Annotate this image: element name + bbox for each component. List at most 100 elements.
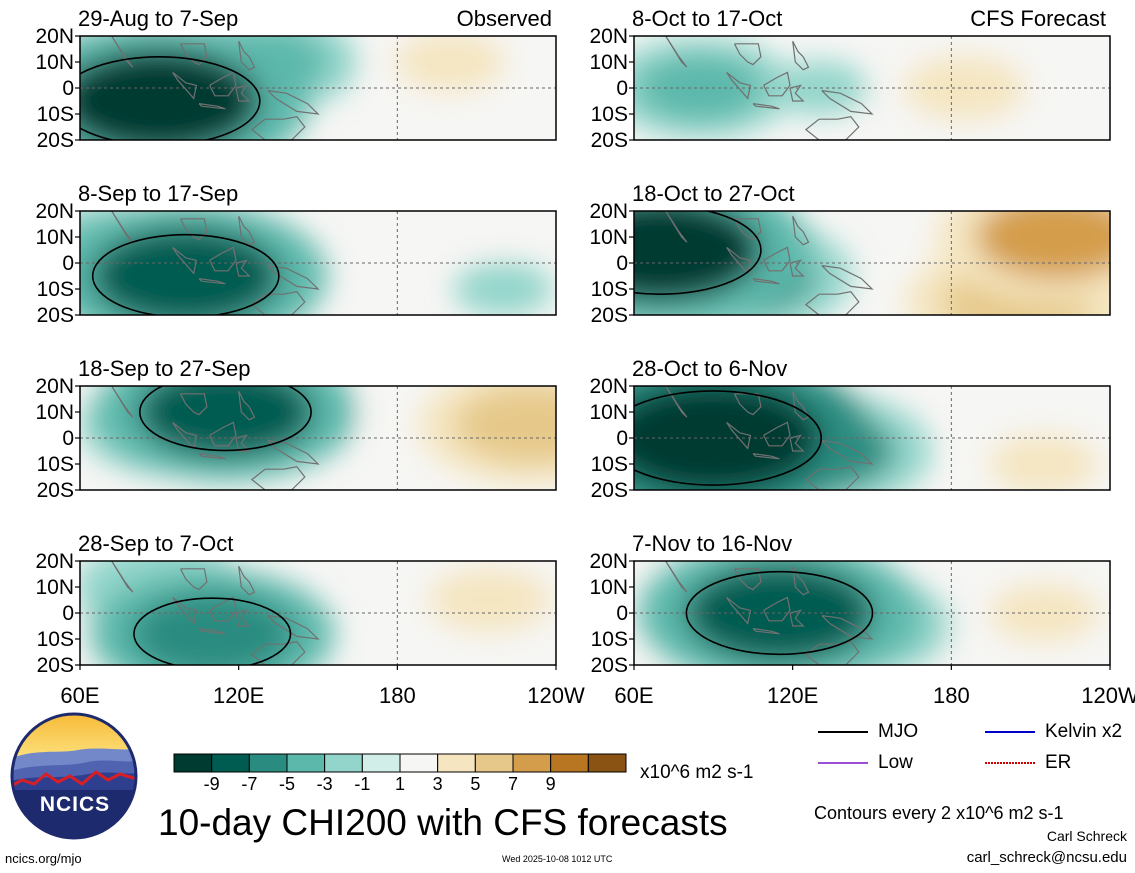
coastline	[267, 615, 320, 640]
y-tick-label: 20N	[35, 375, 74, 398]
panel-tag-obs-1: Observed	[456, 6, 552, 31]
anomaly-core	[426, 211, 527, 252]
coastline	[804, 115, 860, 140]
panel-title-obs-3: 18-Sep to 27-Sep	[78, 356, 251, 381]
site-url: ncics.org/mjo	[5, 851, 82, 866]
coastline	[665, 36, 688, 68]
panel-title-fcst-4: 7-Nov to 16-Nov	[632, 531, 793, 556]
anomaly-core	[975, 211, 1110, 280]
coastline	[238, 215, 256, 246]
y-tick-label: 20S	[590, 479, 628, 502]
coastline	[235, 259, 251, 277]
panel-fcst-2	[629, 210, 1111, 316]
x-tick-label: 120E	[766, 683, 819, 708]
legend-label-low: Low	[878, 752, 913, 773]
panel-title-obs-2: 8-Sep to 17-Sep	[78, 181, 239, 206]
colorbar-tick-label: -3	[316, 774, 333, 794]
colorbar-swatch	[587, 753, 627, 773]
y-tick-label: 20S	[36, 129, 74, 152]
y-tick-label: 10N	[35, 51, 74, 74]
coastline	[179, 393, 208, 416]
colorbar-swatch	[286, 753, 326, 773]
coastline	[198, 628, 226, 635]
contour-interval-note: Contours every 2 x10^6 m2 s-1	[814, 803, 1064, 823]
y-tick-label: 20N	[35, 25, 74, 48]
coastline	[789, 434, 805, 452]
coastline	[752, 278, 780, 285]
coastline	[179, 218, 208, 241]
coastline	[789, 259, 805, 277]
coastline	[172, 421, 198, 450]
coastline	[179, 568, 208, 591]
coastline	[111, 36, 134, 68]
coastline	[726, 421, 752, 450]
panel-title-fcst-3: 28-Oct to 6-Nov	[632, 356, 788, 381]
colorbar-units: x10^6 m2 s-1	[640, 762, 754, 783]
colorbar	[173, 753, 627, 773]
colorbar-tick-label: -7	[241, 774, 258, 794]
colorbar-swatch	[324, 753, 363, 773]
x-tick-label: 60E	[614, 683, 654, 708]
y-tick-label: 10N	[35, 576, 74, 599]
y-tick-label: 10S	[36, 628, 74, 651]
anomaly-core	[634, 211, 761, 302]
y-tick-label: 20S	[590, 654, 628, 677]
x-tick-label: 180	[378, 683, 416, 708]
y-tick-label: 0	[62, 602, 74, 625]
anomaly-core	[454, 386, 556, 465]
coastline	[821, 265, 874, 290]
colorbar-swatch	[550, 753, 589, 773]
coastline	[238, 40, 256, 71]
colorbar-tick-label: -1	[354, 774, 371, 794]
coastline	[209, 421, 237, 447]
coastline	[726, 71, 752, 100]
coastline	[198, 453, 226, 460]
colorbar-swatch	[173, 753, 213, 773]
coastline	[172, 596, 198, 625]
coastline	[238, 565, 256, 596]
panel-tag-fcst-1: CFS Forecast	[970, 6, 1106, 31]
coastline	[752, 103, 780, 110]
y-tick-label: 10N	[35, 401, 74, 424]
y-tick-label: 10S	[590, 103, 628, 126]
y-tick-label: 10S	[590, 278, 628, 301]
y-tick-label: 20N	[35, 200, 74, 223]
y-tick-label: 10S	[36, 453, 74, 476]
y-tick-label: 20S	[36, 654, 74, 677]
coastline	[172, 246, 198, 275]
x-tick-label: 180	[932, 683, 970, 708]
mjo-contour	[91, 233, 280, 315]
timestamp: Wed 2025-10-08 1012 UTC	[502, 854, 613, 864]
anomaly-core	[91, 227, 280, 315]
coastline	[209, 246, 237, 272]
coastline	[267, 90, 320, 115]
y-tick-label: 0	[616, 602, 628, 625]
coastline	[250, 640, 306, 665]
coastline	[111, 386, 134, 418]
coastline	[172, 71, 198, 100]
mjo-contour	[685, 570, 874, 656]
y-tick-label: 20S	[36, 304, 74, 327]
y-tick-label: 10S	[590, 628, 628, 651]
anomaly-core	[987, 433, 1100, 490]
y-tick-label: 10N	[589, 576, 628, 599]
y-tick-label: 20S	[590, 304, 628, 327]
panel-title-fcst-2: 18-Oct to 27-Oct	[632, 181, 795, 206]
coastline	[804, 465, 860, 490]
coastline	[792, 215, 810, 246]
y-tick-label: 0	[616, 252, 628, 275]
coastline	[804, 290, 860, 315]
y-tick-label: 0	[616, 77, 628, 100]
panel-obs-1	[75, 35, 557, 141]
colorbar-tick-label: -5	[278, 774, 296, 794]
y-tick-label: 10N	[589, 51, 628, 74]
anomaly-core	[427, 566, 553, 634]
panel-obs-3	[75, 385, 557, 491]
anomaly-core	[634, 386, 821, 490]
coastline	[733, 43, 762, 66]
coastline	[665, 211, 688, 243]
panel-title-obs-4: 28-Sep to 7-Oct	[78, 531, 234, 556]
x-tick-label: 120W	[1081, 683, 1135, 708]
mjo-contour	[80, 56, 261, 140]
